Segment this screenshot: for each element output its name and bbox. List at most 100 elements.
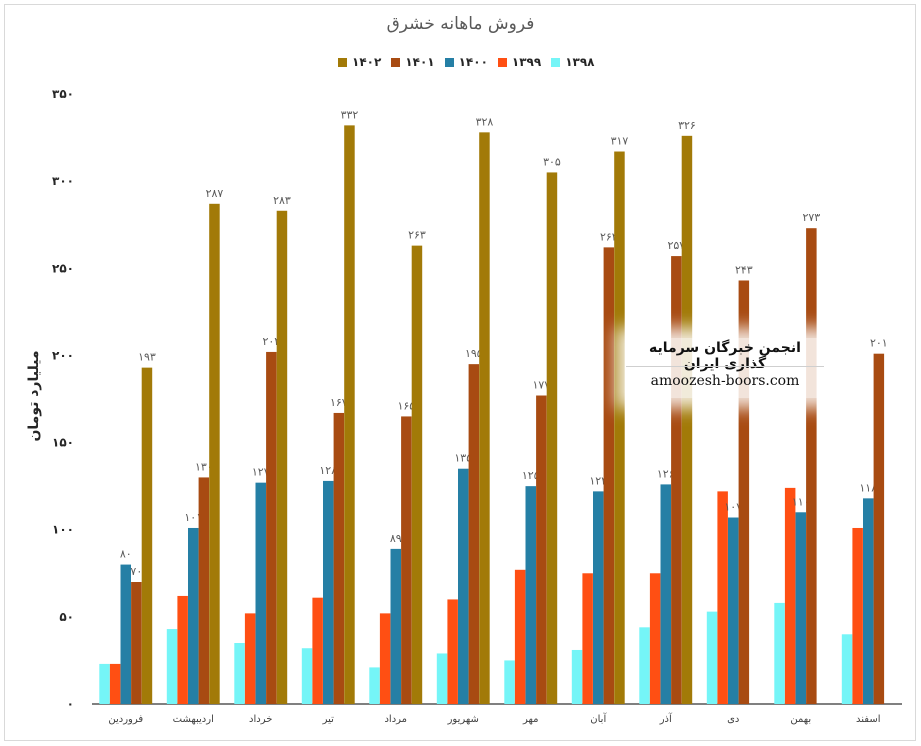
bar [468, 364, 480, 704]
bar [131, 582, 142, 704]
bar [546, 172, 558, 704]
data-label: ۱۱۰ [792, 495, 810, 508]
data-label: ۲۶۳ [408, 229, 426, 242]
bar [436, 653, 448, 704]
x-tick-label: بهمن [790, 714, 811, 725]
bar [660, 484, 671, 704]
data-label: ۱۱۸ [859, 481, 877, 494]
bar [344, 125, 355, 704]
data-label: ۱۲۸ [319, 464, 337, 477]
data-label: ۳۲۸ [476, 115, 494, 128]
bar [639, 627, 650, 704]
data-label: ۱۳۵ [454, 452, 472, 465]
watermark: انجمن خبرگان سرمایه گذاری ایران amoozesh… [626, 338, 824, 398]
bar [671, 256, 682, 704]
bar [649, 573, 661, 704]
bar [582, 573, 593, 704]
data-label: ۷۰ [130, 565, 142, 578]
y-tick-label: ۲۵۰ [52, 261, 74, 275]
x-tick-label: مرداد [384, 714, 407, 725]
data-label: ۸۰ [120, 548, 132, 561]
legend-label: ۱۴۰۱ [405, 55, 435, 69]
bar [571, 649, 583, 704]
legend-swatch [391, 57, 401, 67]
x-tick-label: تیر [322, 714, 335, 725]
watermark-divider [626, 366, 824, 367]
legend-item: ۱۳۹۸ [551, 55, 594, 69]
bar [447, 599, 458, 704]
x-tick-label: آبان [590, 712, 607, 725]
bar [525, 486, 536, 704]
bar [301, 648, 313, 704]
bar [209, 203, 220, 705]
data-label: ۳۱۷ [611, 135, 629, 148]
data-label: ۱۲۵ [522, 469, 540, 482]
data-label: ۳۲۶ [678, 119, 696, 132]
bar [717, 491, 728, 704]
bar [784, 487, 796, 704]
data-label: ۱۰۱ [184, 511, 202, 524]
y-tick-label: ۳۵۰ [52, 87, 74, 101]
y-tick-label: ۱۰۰ [52, 523, 74, 537]
bar [198, 477, 210, 704]
legend-item: ۱۴۰۱ [391, 55, 435, 69]
data-label: ۲۴۳ [735, 263, 753, 276]
data-label: ۳۰۵ [543, 155, 561, 168]
bar [255, 482, 266, 704]
bar [369, 667, 380, 704]
legend-label: ۱۳۹۹ [511, 55, 542, 69]
legend-item: ۱۳۹۹ [497, 55, 542, 69]
bar [323, 480, 334, 704]
x-tick-label: مهر [522, 714, 538, 725]
bar [852, 527, 863, 704]
x-tick-label: خرداد [249, 714, 272, 725]
chart-frame [4, 4, 916, 741]
bar [109, 663, 121, 704]
bar [166, 629, 178, 704]
x-tick-label: اردیبهشت [173, 714, 214, 725]
y-tick-label: ۰ [67, 697, 74, 711]
y-tick-label: ۱۵۰ [52, 436, 74, 450]
bar [99, 663, 110, 704]
bar [177, 595, 188, 704]
watermark-url: amoozesh-boors.com [650, 373, 800, 389]
bar [774, 602, 785, 704]
data-label: ۲۰۲ [262, 335, 280, 348]
legend-swatch [444, 57, 454, 67]
bar [514, 569, 526, 704]
data-label: ۱۹۵ [465, 347, 483, 360]
x-tick-label: فروردین [108, 714, 143, 725]
bar [458, 468, 469, 704]
bar [806, 228, 817, 704]
data-label: ۲۸۳ [273, 194, 291, 207]
legend-label: ۱۴۰۲ [352, 55, 382, 69]
bar [188, 527, 199, 704]
x-tick-label: اسفند [856, 714, 880, 725]
legend-swatch [338, 57, 347, 67]
data-label: ۱۲۷ [252, 466, 270, 479]
watermark-title: انجمن خبرگان سرمایه گذاری ایران [649, 340, 801, 372]
data-label: ۲۶۲ [600, 230, 618, 243]
data-label: ۲۷۳ [802, 211, 820, 224]
y-tick-label: ۵۰ [59, 610, 74, 624]
data-label: ۱۳۰ [195, 460, 213, 473]
bar [276, 210, 288, 704]
y-tick-label: ۲۰۰ [52, 348, 74, 362]
x-tick-label: آذر [659, 712, 673, 725]
data-label: ۳۳۲ [341, 108, 359, 121]
data-label: ۸۹ [390, 532, 402, 545]
bar [738, 280, 750, 704]
bar [841, 634, 853, 704]
bar [411, 245, 423, 704]
x-tick-label: دی [727, 714, 739, 725]
bar [266, 351, 277, 704]
bar [141, 367, 153, 704]
data-label: ۱۰۷ [724, 501, 742, 514]
bar [728, 517, 739, 704]
bar [873, 353, 885, 704]
bar [333, 412, 345, 704]
data-label: ۱۲۲ [589, 474, 607, 487]
y-tick-label: ۳۰۰ [52, 174, 74, 188]
bar [795, 512, 806, 704]
